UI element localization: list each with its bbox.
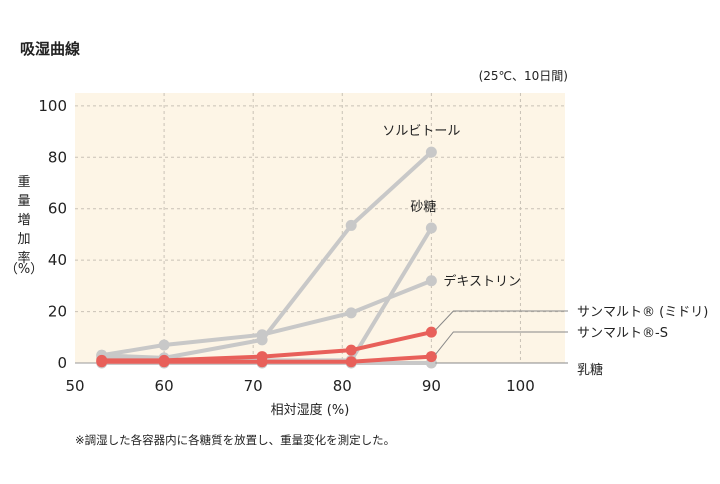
y-tick-label: 40 [48,251,67,269]
y-axis-label-char: 加 [17,232,30,247]
x-tick-label: 80 [333,377,352,395]
plot-background [75,93,565,363]
data-point [158,356,170,368]
series-label: サンマルト®-S [577,326,668,341]
series-label: 乳糖 [577,362,603,378]
data-point [345,307,357,319]
data-point [425,275,437,287]
y-tick-label: 100 [38,97,67,115]
leader-line [434,310,568,331]
x-axis-label: 相対湿度 (%) [271,402,350,418]
leader-line [434,331,568,355]
data-point [425,222,437,234]
x-tick-label: 50 [65,377,84,395]
chart-title: 吸湿曲線 [20,40,80,58]
x-tick-label: 70 [244,377,263,395]
y-axis-label-char: 量 [17,194,30,209]
data-point [256,329,268,341]
series-label: ソルビトール [382,124,460,139]
data-point [345,219,357,231]
conditions-note: (25℃、10日間) [479,69,568,83]
y-axis-unit: （%） [5,262,43,277]
x-tick-label: 90 [422,377,441,395]
footnote: ※調湿した各容器内に各糖質を放置し、重量変化を測定した。 [75,433,395,447]
series-4 [96,351,437,368]
data-point [256,356,268,368]
y-tick-label: 60 [48,200,67,218]
y-tick-label: 20 [48,303,67,321]
series-label: サンマルト® (ミドリ) [577,305,708,320]
y-axis-label-char: 増 [17,213,30,228]
y-axis-label-char: 率 [17,250,30,266]
data-point [345,356,357,368]
x-tick-label: 60 [155,377,174,395]
x-tick-label: 100 [506,377,535,395]
series-label: デキストリン [443,274,521,290]
data-point [425,351,437,363]
data-point [425,326,437,338]
y-tick-label: 80 [48,148,67,166]
series-label: 砂糖 [410,199,436,215]
data-point [425,146,437,158]
data-point [96,356,108,368]
data-point [345,344,357,356]
y-tick-label: 0 [57,354,67,372]
y-axis-label-char: 重 [17,174,30,190]
data-point [158,339,170,351]
